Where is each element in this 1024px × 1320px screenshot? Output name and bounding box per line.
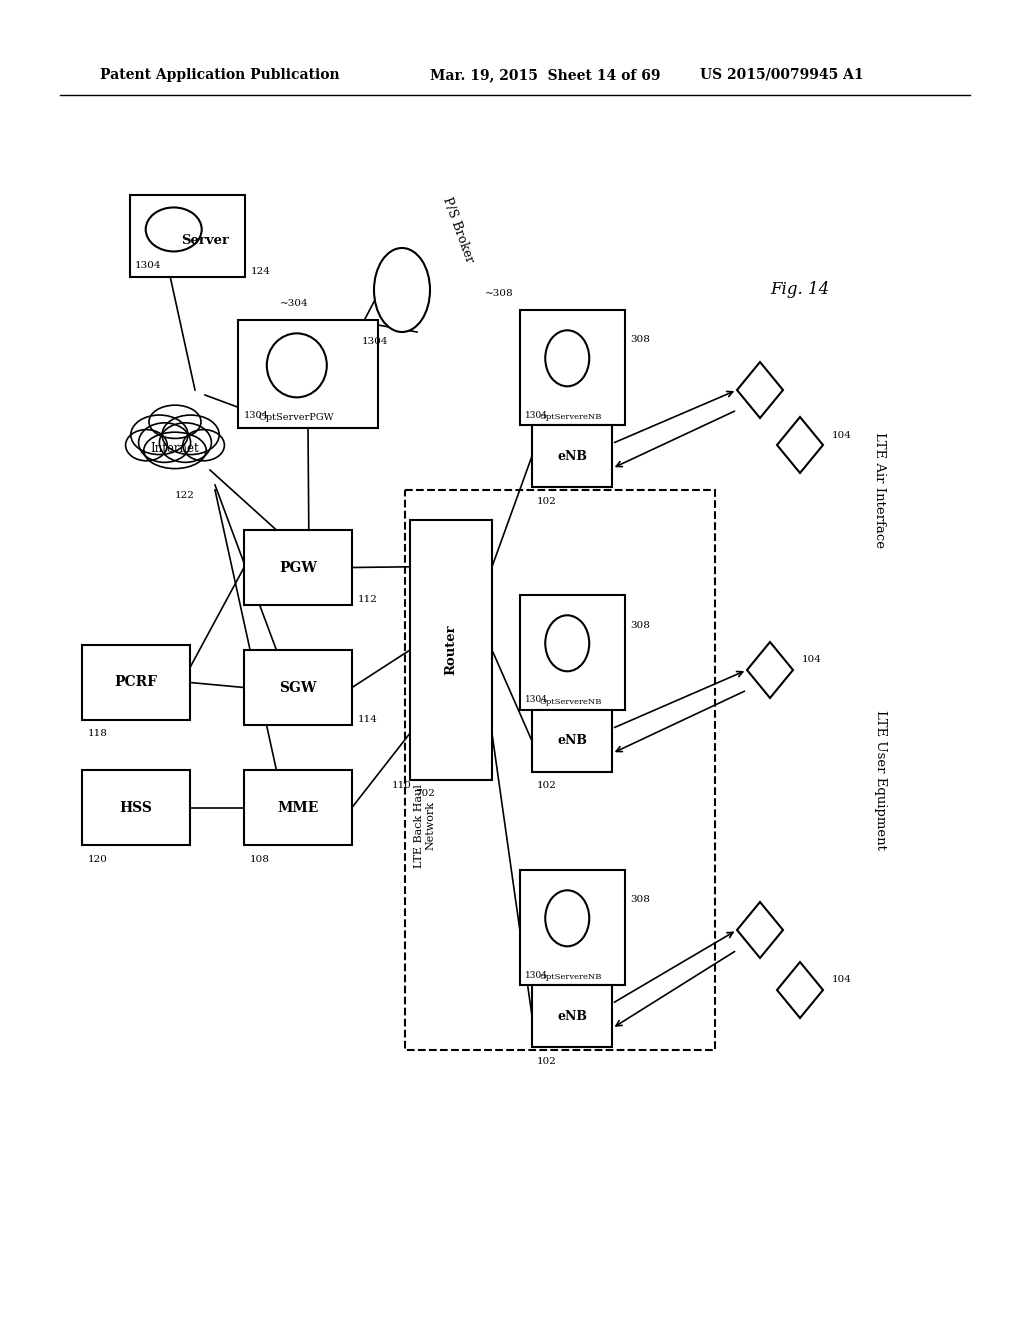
Bar	[244, 649, 352, 725]
Text: 120: 120	[88, 854, 108, 863]
Text: 102: 102	[537, 781, 557, 791]
Text: 308: 308	[630, 895, 650, 904]
Polygon shape	[737, 902, 783, 958]
Text: PCRF: PCRF	[115, 676, 158, 689]
Text: 122: 122	[175, 491, 195, 499]
Text: 108: 108	[250, 854, 270, 863]
Bar	[520, 870, 625, 985]
Bar	[244, 770, 352, 845]
Text: 1304: 1304	[135, 260, 162, 269]
Text: HSS: HSS	[120, 800, 153, 814]
Bar	[532, 710, 612, 772]
Bar	[520, 595, 625, 710]
Text: 112: 112	[358, 595, 378, 605]
Bar	[238, 319, 378, 428]
Bar	[82, 770, 190, 845]
Ellipse shape	[162, 414, 219, 454]
Text: LTE User Equipment: LTE User Equipment	[873, 710, 887, 850]
Ellipse shape	[545, 615, 589, 672]
Bar	[410, 520, 492, 780]
Text: 104: 104	[831, 975, 852, 985]
Bar	[532, 425, 612, 487]
Polygon shape	[777, 962, 823, 1018]
Bar	[406, 490, 715, 1049]
Text: 1304: 1304	[525, 970, 548, 979]
Ellipse shape	[150, 405, 201, 438]
Text: Patent Application Publication: Patent Application Publication	[100, 69, 340, 82]
Ellipse shape	[138, 422, 190, 462]
Text: ~308: ~308	[485, 289, 514, 298]
Text: 1304: 1304	[362, 338, 388, 346]
Text: 702: 702	[415, 789, 435, 799]
Text: eNB: eNB	[557, 1010, 587, 1023]
Ellipse shape	[160, 422, 211, 462]
Text: LTE Air Interface: LTE Air Interface	[873, 432, 887, 548]
Text: MME: MME	[278, 800, 318, 814]
Text: Server: Server	[181, 234, 228, 247]
Text: 104: 104	[831, 430, 852, 440]
Text: eNB: eNB	[557, 450, 587, 462]
Ellipse shape	[183, 429, 224, 461]
Text: OptServereNB: OptServereNB	[540, 698, 601, 706]
Text: US 2015/0079945 A1: US 2015/0079945 A1	[700, 69, 863, 82]
Text: PGW: PGW	[279, 561, 317, 574]
Ellipse shape	[267, 334, 327, 397]
Text: P/S Broker: P/S Broker	[440, 195, 476, 264]
Bar	[532, 985, 612, 1047]
Text: Mar. 19, 2015  Sheet 14 of 69: Mar. 19, 2015 Sheet 14 of 69	[430, 69, 660, 82]
Ellipse shape	[143, 432, 206, 469]
Ellipse shape	[545, 890, 589, 946]
Polygon shape	[746, 642, 793, 698]
Ellipse shape	[126, 429, 167, 461]
Text: 102: 102	[537, 1056, 557, 1065]
Bar	[130, 195, 245, 277]
Text: Router: Router	[444, 624, 458, 676]
Text: 124: 124	[251, 268, 271, 276]
Text: OptServerPGW: OptServerPGW	[259, 413, 335, 422]
Text: 104: 104	[802, 656, 822, 664]
Text: OptServereNB: OptServereNB	[540, 413, 601, 421]
Polygon shape	[777, 417, 823, 473]
Bar	[520, 310, 625, 425]
Text: 118: 118	[88, 730, 108, 738]
Ellipse shape	[131, 414, 188, 454]
Text: 308: 308	[630, 335, 650, 345]
Text: OptServereNB: OptServereNB	[540, 973, 601, 981]
Text: 1304: 1304	[244, 412, 269, 421]
Text: 110: 110	[392, 780, 412, 789]
Text: 1304: 1304	[525, 411, 548, 420]
Ellipse shape	[145, 207, 202, 251]
Text: eNB: eNB	[557, 734, 587, 747]
Text: 1304: 1304	[525, 696, 548, 705]
Bar	[82, 645, 190, 719]
Text: Internet: Internet	[151, 441, 200, 454]
Text: Fig. 14: Fig. 14	[770, 281, 829, 298]
Text: ~304: ~304	[280, 300, 308, 309]
Text: 114: 114	[358, 715, 378, 725]
Ellipse shape	[545, 330, 589, 387]
Ellipse shape	[374, 248, 430, 333]
Polygon shape	[737, 362, 783, 418]
Text: 308: 308	[630, 620, 650, 630]
Text: SGW: SGW	[280, 681, 316, 694]
Text: LTE Back Haul
Network: LTE Back Haul Network	[414, 784, 436, 869]
Text: 102: 102	[537, 496, 557, 506]
Bar	[244, 531, 352, 605]
